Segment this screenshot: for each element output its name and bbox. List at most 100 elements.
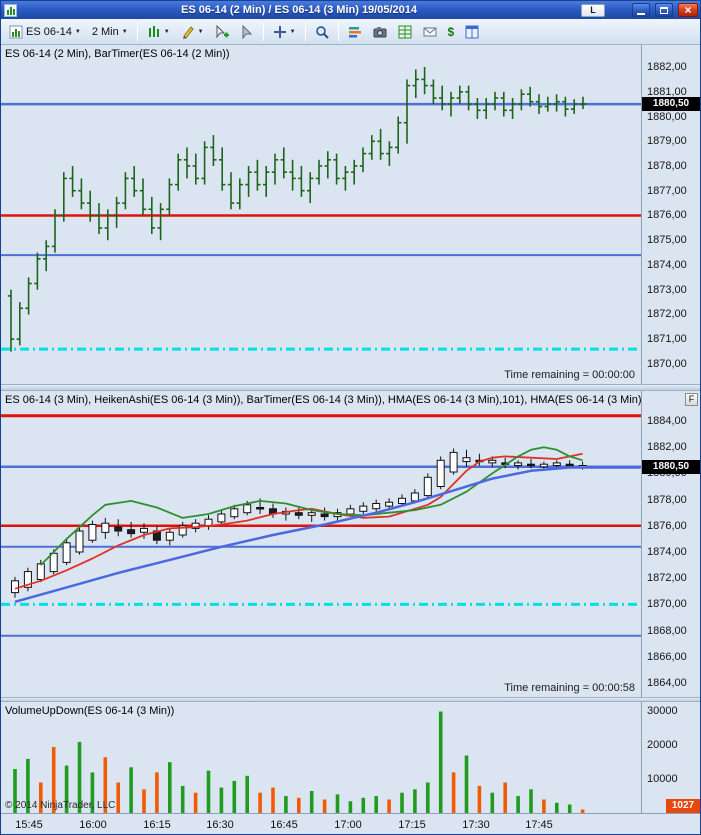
chevron-down-icon: ▼ [163,28,170,35]
minimize-button[interactable] [632,3,650,17]
axis-label: 1877,00 [647,185,687,197]
crosshair-icon [273,25,286,38]
time-axis-label: 17:45 [525,819,553,831]
axis-label: 1866,00 [647,651,687,663]
chevron-down-icon: ▼ [121,28,128,35]
bar-timer-text: Time remaining = 00:00:00 [504,369,635,381]
price-axis-3min[interactable]: F 1884,001882,001880,001878,001876,00187… [641,391,700,697]
instrument-label: ES 06-14 [26,25,72,38]
time-axis-label: 17:30 [462,819,490,831]
axis-label: 30000 [647,705,678,717]
window-title: ES 06-14 (2 Min) / ES 06-14 (3 Min) 19/0… [181,4,417,16]
panel-splitter[interactable] [1,697,700,702]
time-axis-label: 16:00 [79,819,107,831]
last-price-tag: 1880,50 [642,97,700,111]
chart-plot-2min[interactable]: ES 06-14 (2 Min), BarTimer(ES 06-14 (2 M… [1,45,641,384]
pointer-icon [242,24,252,39]
snapshot-button[interactable] [368,22,392,42]
axis-label: 1876,00 [647,520,687,532]
mail-button[interactable] [418,22,442,42]
mail-icon [423,27,437,36]
time-axis-label: 16:15 [143,819,171,831]
toolbar: ES 06-14 ▼ 2 Min ▼ ▼ ▼ ▼ [1,19,700,45]
chart-plot-volume[interactable]: VolumeUpDown(ES 06-14 (3 Min)) © 2014 Ni… [1,702,641,813]
interval-selector[interactable]: 2 Min ▼ [87,22,133,42]
title-bar[interactable]: ES 06-14 (2 Min) / ES 06-14 (3 Min) 19/0… [1,1,700,19]
dollar-icon: $ [447,24,455,39]
close-button[interactable]: × [678,3,698,17]
axis-label: 1878,00 [647,494,687,506]
toolbar-separator [136,22,138,41]
chart-window-icon [4,3,17,17]
drawing-tools-icon [182,25,194,39]
axis-label: 1881,00 [647,86,687,98]
layout-grid-button[interactable] [460,22,484,42]
axis-label: 1868,00 [647,625,687,637]
time-axis[interactable]: 15:45 16:00 16:15 16:30 16:45 17:00 17:15 17:30… [1,813,700,834]
chart-style-icon [148,25,159,37]
crosshair-button[interactable]: ▼ [268,22,301,42]
time-axis-label: 15:45 [15,819,43,831]
panel-volume: VolumeUpDown(ES 06-14 (3 Min)) © 2014 Ni… [1,702,700,813]
add-drawing-button[interactable] [210,22,234,42]
instrument-selector[interactable]: ES 06-14 ▼ [4,22,86,42]
toolbar-separator [337,22,339,41]
axis-label: 1878,00 [647,160,687,172]
bar-timer-text: Time remaining = 00:00:58 [504,682,635,694]
last-price-tag: 1027 [666,799,700,813]
axis-label: 1884,00 [647,415,687,427]
minimize-icon [637,12,645,15]
market-grid-button[interactable] [393,22,417,42]
axis-label: 1875,00 [647,234,687,246]
zoom-icon [315,25,329,39]
drawing-tools-button[interactable]: ▼ [176,22,209,42]
toolbar-separator [304,22,306,41]
interval-label: 2 Min [91,25,119,38]
zoom-button[interactable] [310,22,334,42]
panel-header: VolumeUpDown(ES 06-14 (3 Min)) [5,705,175,717]
panel-header: ES 06-14 (3 Min), HeikenAshi(ES 06-14 (3… [5,394,641,406]
snapshot-icon [373,26,387,37]
chart-svg [1,414,641,637]
chevron-down-icon: ▼ [74,28,81,35]
account-dollar-button[interactable]: $ [443,22,460,42]
time-axis-label: 16:45 [270,819,298,831]
chart-style-button[interactable]: ▼ [142,22,175,42]
chevron-down-icon: ▼ [289,28,296,35]
maximize-button[interactable] [655,3,673,17]
panel-splitter[interactable] [1,384,700,391]
copyright-text: © 2014 NinjaTrader, LLC [5,800,116,811]
instrument-icon [9,25,23,38]
axis-label: 1871,00 [647,333,687,345]
layout-grid-icon [465,25,479,38]
axis-label: 1876,00 [647,209,687,221]
panel-header: ES 06-14 (2 Min), BarTimer(ES 06-14 (2 M… [5,48,230,60]
toolbar-separator [262,22,264,41]
volume-axis[interactable]: 30000 20000 10000 1027 [641,702,700,813]
axis-label: 1864,00 [647,677,687,689]
chart-plot-3min[interactable]: ES 06-14 (3 Min), HeikenAshi(ES 06-14 (3… [1,391,641,697]
axis-label: 1879,00 [647,135,687,147]
axis-label: 1880,00 [647,111,687,123]
time-axis-label: 16:30 [206,819,234,831]
time-axis-label: 17:15 [398,819,426,831]
axis-label: 1882,00 [647,441,687,453]
axis-label: 1873,00 [647,284,687,296]
axis-label: 1872,00 [647,308,687,320]
axis-label: 20000 [647,739,678,751]
pointer-button[interactable] [235,22,259,42]
axis-label: 1870,00 [647,598,687,610]
axis-label: 1874,00 [647,259,687,271]
price-axis-2min[interactable]: 1882,00 1881,00 1880,00 1879,00 1878,00 1877,… [641,45,700,384]
axis-label: 1882,00 [647,61,687,73]
link-button[interactable]: L [581,3,605,17]
panel-price-2min: ES 06-14 (2 Min), BarTimer(ES 06-14 (2 M… [1,45,700,384]
favorites-button[interactable]: F [685,393,698,406]
data-series-icon [348,26,361,37]
axis-label: 1874,00 [647,546,687,558]
axis-label: 1870,00 [647,358,687,370]
chart-svg [1,67,641,352]
market-grid-icon [398,25,412,38]
data-series-button[interactable] [343,22,367,42]
